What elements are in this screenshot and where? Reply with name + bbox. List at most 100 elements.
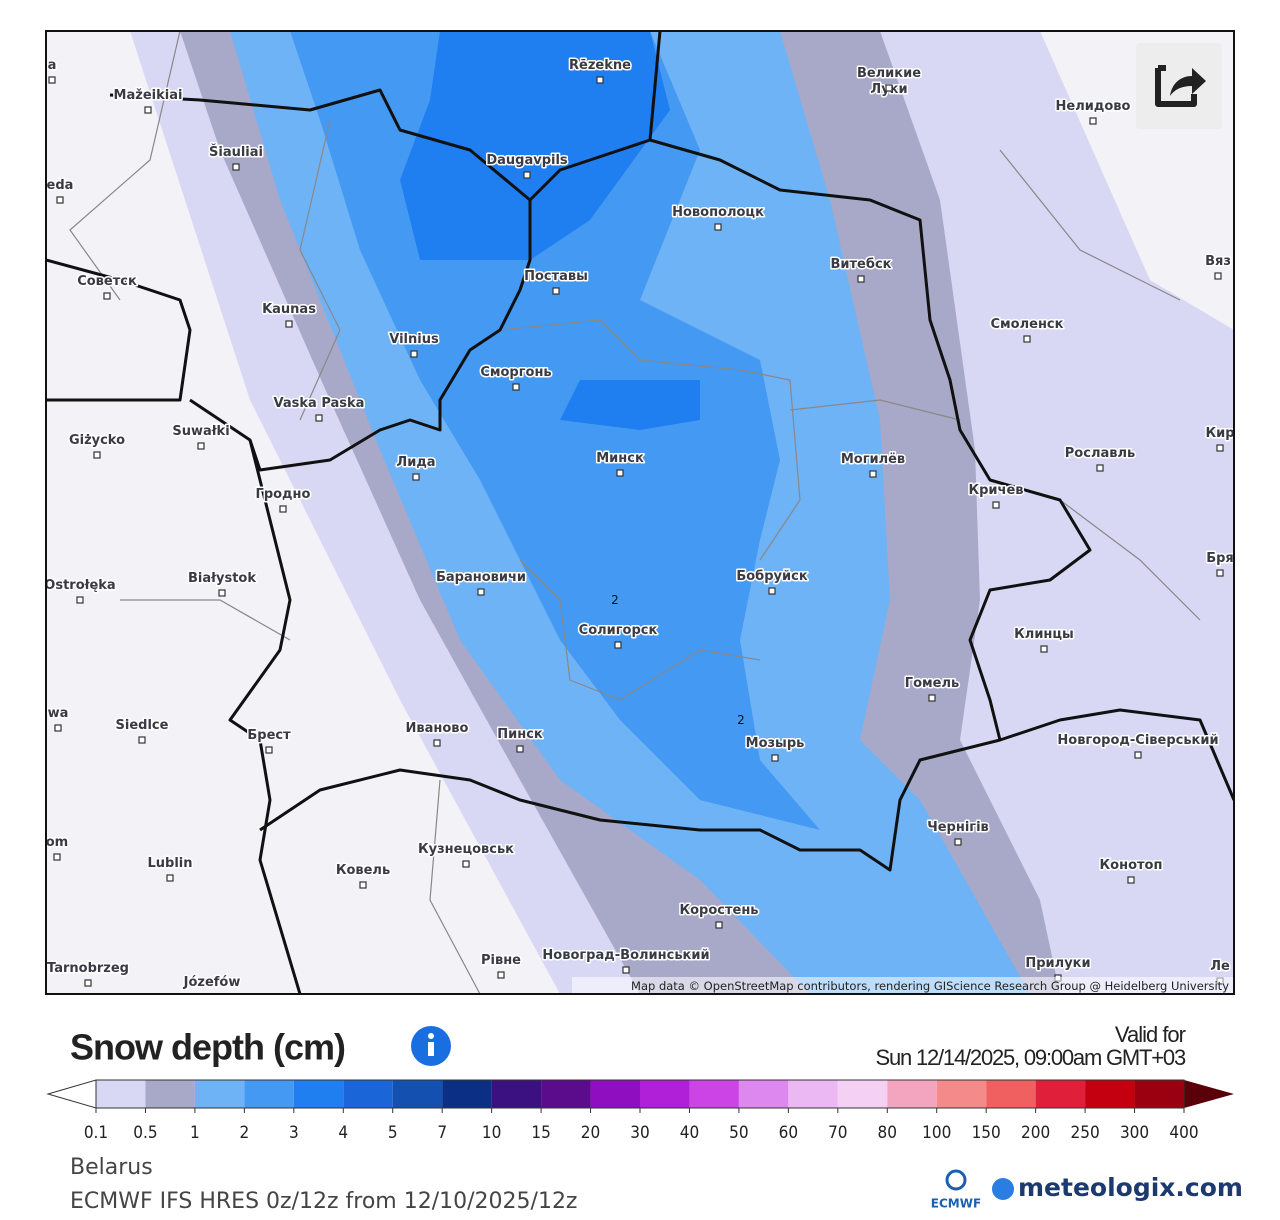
city-label: Иваново <box>406 721 469 736</box>
city-marker <box>48 76 56 84</box>
city-marker <box>768 587 776 595</box>
city-label: eda <box>47 178 74 193</box>
snow-zone <box>400 31 670 260</box>
map[interactable]: Rēzekne ВеликиеЛуки Нелидово Mažeikiai Šiaul… <box>44 31 1234 1000</box>
valid-time: Sun 12/14/2025, 09:00am GMT+03 <box>875 1045 1185 1070</box>
colorbar-tick-label: 80 <box>878 1123 897 1143</box>
colorbar-bin <box>343 1080 393 1108</box>
city-marker <box>714 223 722 231</box>
colorbar-bin <box>1085 1080 1135 1108</box>
colorbar-tick-label: 5 <box>388 1123 398 1143</box>
colorbar: 0.1 0.5 1 2 3 4 5 7 10 15 20 30 40 50 60 70 80 100 150 200 2… <box>46 1079 1234 1143</box>
city-label: Кир <box>1205 426 1234 441</box>
colorbar-tick-label: 1 <box>190 1123 200 1143</box>
valid-label: Valid for <box>1115 1022 1186 1047</box>
city-marker <box>84 979 92 987</box>
colorbar-bin <box>788 1080 838 1108</box>
colorbar-tick-label: 0.5 <box>133 1123 157 1143</box>
colorbar-tick-label: 4 <box>338 1123 348 1143</box>
city-marker <box>54 724 62 732</box>
city-marker <box>285 320 293 328</box>
city-marker <box>103 292 111 300</box>
city-label: Барановичи <box>436 570 526 585</box>
city-marker <box>412 473 420 481</box>
colorbar-bin <box>837 1080 888 1108</box>
city-marker <box>857 275 865 283</box>
city-marker <box>1127 876 1135 884</box>
city-marker <box>497 971 505 979</box>
colorbar-tick-label: 7 <box>437 1123 447 1143</box>
city-marker <box>1096 464 1104 472</box>
city-label: Ковель <box>336 863 390 878</box>
colorbar-bin <box>590 1080 640 1108</box>
city-marker <box>771 754 779 762</box>
colorbar-bin <box>541 1080 591 1108</box>
city-label: Vaska Paska <box>274 396 365 411</box>
colorbar-bin <box>392 1080 443 1108</box>
city-label: Солигорск <box>579 623 658 638</box>
city-label: Vilnius <box>389 332 439 347</box>
info-dot <box>428 1033 434 1039</box>
city-label: Бря <box>1206 551 1234 566</box>
city-marker <box>76 596 84 604</box>
city-marker <box>477 588 485 596</box>
colorbar-bin <box>640 1080 690 1108</box>
ecmwf-logo: ECMWF <box>931 1169 981 1211</box>
city-label: Józefów <box>183 975 241 990</box>
city-marker <box>1214 272 1222 280</box>
country-borders <box>46 31 1234 994</box>
city-label: Rēzekne <box>569 58 631 73</box>
brand-icon <box>992 1178 1014 1200</box>
city-marker <box>954 838 962 846</box>
snow-zone <box>560 380 700 430</box>
city-marker <box>616 469 624 477</box>
info-button[interactable] <box>411 1026 451 1066</box>
colorbar-tick-label: 250 <box>1070 1123 1099 1143</box>
city-label: Рівне <box>481 953 521 968</box>
city-label: Białystok <box>188 571 256 586</box>
city-marker <box>928 694 936 702</box>
meteologix-logo[interactable]: meteologix.com <box>992 1173 1243 1202</box>
city-labels: Rēzekne ВеликиеЛуки Нелидово Mažeikiai Šiaul… <box>46 57 1234 994</box>
model-info: ECMWF IFS HRES 0z/12z from 12/10/2025/12… <box>70 1189 577 1214</box>
city-label: Могилёв <box>841 452 905 467</box>
city-marker <box>279 505 287 513</box>
city-label: Гродно <box>256 487 311 502</box>
city-label: Поставы <box>524 269 588 284</box>
share-button[interactable] <box>1136 43 1222 129</box>
contour-label: 2 <box>611 593 619 607</box>
city-label: om <box>46 835 68 850</box>
city-marker <box>232 163 240 171</box>
city-label: Новоград-Волинський <box>542 948 709 963</box>
contour-label: 2 <box>737 713 745 727</box>
city-label: Lublin <box>147 856 192 871</box>
ecmwf-text: ECMWF <box>931 1197 981 1211</box>
city-marker <box>1134 751 1142 759</box>
attribution-bg <box>572 977 1234 994</box>
city-label: wa <box>48 706 69 721</box>
ecmwf-icon <box>945 1169 967 1191</box>
city-marker <box>218 589 226 597</box>
colorbar-bin <box>986 1080 1036 1108</box>
city-marker <box>433 739 441 747</box>
colorbar-bin <box>936 1080 987 1108</box>
city-label: Кричев <box>968 483 1023 498</box>
colorbar-tick-label: 100 <box>922 1123 951 1143</box>
city-marker <box>523 171 531 179</box>
city-marker <box>992 501 1000 509</box>
city-marker <box>315 414 323 422</box>
colorbar-tick-label: 10 <box>482 1123 501 1143</box>
brand-text: meteologix.com <box>1018 1173 1243 1202</box>
attribution: Map data © OpenStreetMap contributors, r… <box>631 979 1229 993</box>
colorbar-tick-label: 70 <box>828 1123 847 1143</box>
colorbar-bin <box>738 1080 789 1108</box>
city-label: a <box>48 58 57 73</box>
colorbar-tick-label: 20 <box>581 1123 600 1143</box>
city-marker <box>516 745 524 753</box>
colorbar-tick-label: 0.1 <box>84 1123 108 1143</box>
city-marker <box>359 881 367 889</box>
city-marker <box>462 860 470 868</box>
city-marker <box>885 84 893 92</box>
